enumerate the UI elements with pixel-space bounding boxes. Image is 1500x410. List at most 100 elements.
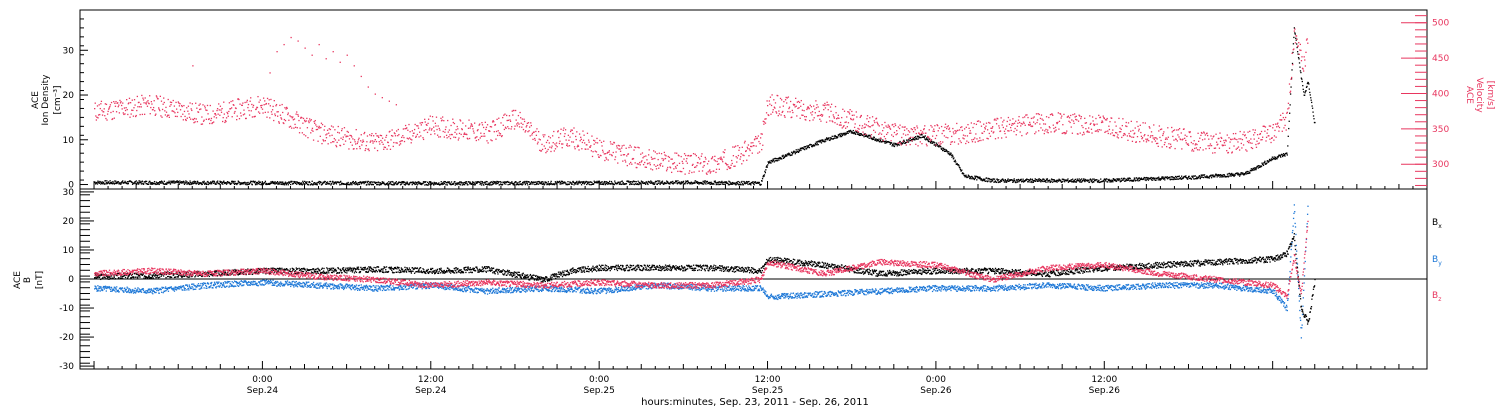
velocity-point	[737, 145, 739, 147]
velocity-point	[551, 145, 553, 147]
velocity-point	[783, 114, 786, 117]
density-point	[770, 162, 772, 164]
velocity-point	[527, 122, 530, 124]
velocity-point	[998, 125, 1000, 127]
velocity-point	[972, 126, 974, 129]
velocity-point	[960, 141, 962, 144]
density-point	[297, 182, 299, 184]
velocity-point	[931, 135, 934, 137]
velocity-point	[633, 146, 636, 148]
velocity-point	[814, 112, 816, 114]
velocity-point	[820, 113, 823, 116]
velocity-point	[1177, 134, 1179, 136]
velocity-point	[1201, 139, 1204, 141]
density-point	[734, 182, 736, 184]
velocity-point	[1127, 139, 1129, 141]
density-point	[1119, 178, 1121, 180]
velocity-point	[484, 135, 486, 137]
density-point	[889, 143, 891, 145]
velocity-point	[482, 126, 485, 129]
velocity-point	[886, 126, 888, 128]
density-point	[1259, 165, 1261, 167]
density-point	[1030, 179, 1032, 181]
density-point	[1231, 172, 1233, 175]
velocity-point	[955, 130, 957, 133]
density-point	[749, 183, 751, 186]
velocity-point	[983, 130, 985, 133]
density-point	[1252, 169, 1254, 171]
velocity-point	[563, 127, 565, 129]
density-point	[237, 182, 239, 185]
velocity-point	[1207, 145, 1209, 147]
density-point	[589, 184, 591, 186]
density-point	[1195, 178, 1197, 180]
density-point	[535, 181, 537, 183]
velocity-point	[1227, 151, 1230, 154]
velocity-point	[809, 104, 811, 106]
velocity-point	[694, 166, 696, 169]
density-point	[194, 182, 196, 184]
density-point	[559, 181, 562, 184]
density-point	[253, 182, 256, 184]
velocity-point	[918, 132, 920, 134]
velocity-point	[334, 129, 336, 131]
velocity-point	[999, 130, 1002, 132]
density-point	[1080, 181, 1082, 183]
density-point	[709, 181, 711, 184]
velocity-point	[1052, 124, 1054, 126]
velocity-point	[431, 116, 434, 118]
velocity-point	[106, 119, 108, 121]
velocity-point	[235, 107, 237, 110]
velocity-point	[555, 142, 558, 144]
velocity-point	[871, 116, 874, 118]
velocity-point	[456, 133, 458, 135]
velocity-point	[398, 144, 401, 146]
velocity-point	[167, 98, 169, 101]
velocity-point	[674, 152, 676, 154]
density-point	[1173, 178, 1175, 181]
velocity-point	[562, 143, 564, 145]
density-point	[802, 147, 804, 149]
velocity-point	[1061, 115, 1063, 117]
density-point	[705, 183, 707, 185]
density-point	[747, 183, 749, 186]
density-point	[1019, 179, 1021, 181]
velocity-point	[896, 130, 898, 132]
velocity-point	[1065, 132, 1067, 134]
density-point	[149, 183, 151, 185]
velocity-point	[321, 123, 324, 126]
density-point	[974, 177, 977, 179]
density-point	[743, 182, 745, 184]
density-point	[924, 135, 926, 137]
velocity-point	[763, 121, 766, 123]
velocity-point	[502, 124, 504, 126]
velocity-point	[964, 135, 966, 137]
density-point	[680, 183, 682, 185]
velocity-point	[993, 119, 996, 121]
velocity-point	[1120, 128, 1122, 131]
density-point	[1021, 180, 1024, 182]
density-point	[752, 181, 754, 183]
density-point	[702, 183, 705, 185]
density-point	[493, 181, 496, 183]
density-point	[905, 139, 908, 141]
velocity-point	[153, 100, 155, 102]
velocity-point	[821, 114, 824, 116]
velocity-point	[1047, 132, 1049, 134]
velocity-point	[1036, 119, 1039, 121]
density-point	[1308, 88, 1310, 90]
density-point	[835, 136, 838, 138]
density-point	[833, 135, 835, 137]
density-point	[927, 138, 929, 141]
velocity-point	[664, 154, 666, 156]
density-point	[328, 183, 331, 185]
velocity-point	[411, 130, 413, 132]
density-point	[254, 180, 256, 183]
velocity-point	[190, 118, 192, 120]
velocity-point	[296, 127, 298, 129]
density-point	[979, 176, 981, 178]
velocity-point	[498, 117, 500, 119]
density-point	[300, 183, 302, 186]
velocity-point	[619, 150, 622, 152]
velocity-point	[123, 113, 125, 116]
